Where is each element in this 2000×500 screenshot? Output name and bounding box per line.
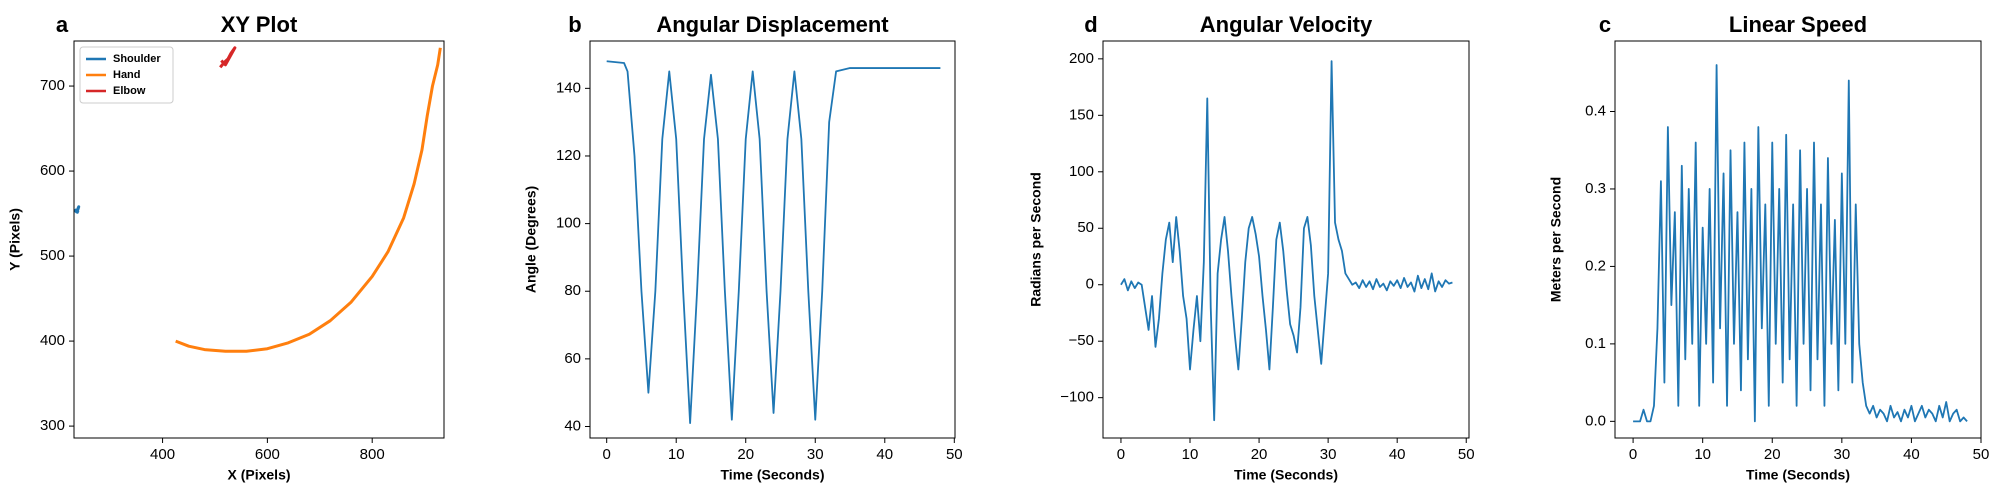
x-tick-label: 0	[1117, 446, 1125, 463]
y-tick-label: 0	[1086, 276, 1094, 293]
y-tick-label: 100	[556, 215, 581, 232]
subplot: b Angular Displacement Time (Seconds) Angle…	[523, 12, 963, 483]
subplot: c Linear Speed Time (Seconds) Meters per Se…	[1548, 12, 1990, 483]
x-tick-label: 50	[946, 446, 963, 463]
series-line	[175, 47, 442, 353]
x-tick-label: 10	[1694, 446, 1711, 463]
y-tick-label: 60	[564, 350, 581, 367]
panel-label: b	[568, 12, 581, 37]
subplot: d Angular Velocity Time (Seconds) Radians p…	[1028, 12, 1475, 483]
chart-title: XY Plot	[221, 12, 298, 37]
x-tick-label: 20	[1764, 446, 1781, 463]
x-axis-label: Time (Seconds)	[1234, 467, 1338, 483]
y-tick-label: 80	[564, 282, 581, 299]
x-tick-label: 800	[360, 446, 385, 463]
x-tick-label: 600	[255, 446, 280, 463]
y-tick-label: 0.2	[1585, 257, 1606, 274]
x-tick-label: 10	[1182, 446, 1199, 463]
x-tick-label: 40	[1903, 446, 1920, 463]
y-tick-label: −100	[1060, 389, 1094, 406]
series-line	[1120, 60, 1453, 422]
legend-label: Shoulder	[113, 53, 161, 65]
y-tick-label: 600	[40, 162, 65, 179]
series-line	[74, 205, 81, 215]
y-tick-label: 0.1	[1585, 335, 1606, 352]
series-line	[219, 46, 237, 69]
y-tick-label: −50	[1069, 332, 1094, 349]
chart-title: Angular Displacement	[656, 12, 889, 37]
panel-label: d	[1084, 12, 1097, 37]
axes-frame	[1614, 40, 1982, 439]
y-tick-label: 150	[1069, 106, 1094, 123]
y-tick-label: 0.3	[1585, 180, 1606, 197]
y-tick-label: 0.4	[1585, 102, 1606, 119]
y-tick-label: 40	[564, 417, 581, 434]
y-tick-label: 50	[1077, 219, 1094, 236]
axes-frame	[589, 40, 956, 439]
x-tick-label: 20	[737, 446, 754, 463]
axes-frame	[73, 40, 445, 439]
y-axis-label: Meters per Second	[1548, 177, 1564, 302]
y-axis-label: Y (Pixels)	[7, 208, 23, 271]
y-axis-label: Radians per Second	[1028, 172, 1044, 307]
x-tick-label: 30	[1833, 446, 1850, 463]
x-tick-label: 50	[1973, 446, 1990, 463]
x-tick-label: 0	[603, 446, 611, 463]
x-axis-label: Time (Seconds)	[721, 467, 825, 483]
x-tick-label: 30	[807, 446, 824, 463]
axes-frame	[1102, 40, 1470, 439]
series-line	[1633, 64, 1968, 423]
y-tick-label: 500	[40, 247, 65, 264]
x-tick-label: 0	[1629, 446, 1637, 463]
series-line	[606, 60, 941, 425]
chart-title: Linear Speed	[1729, 12, 1867, 37]
y-tick-label: 140	[556, 79, 581, 96]
y-tick-label: 400	[40, 332, 65, 349]
x-axis-label: Time (Seconds)	[1746, 467, 1850, 483]
y-axis-label: Angle (Degrees)	[523, 186, 539, 293]
x-tick-label: 40	[1389, 446, 1406, 463]
x-axis-label: X (Pixels)	[227, 467, 290, 483]
subplot: a XY Plot X (Pixels) Y (Pixels) 400 600 800 300…	[7, 12, 445, 483]
legend-label: Elbow	[113, 85, 146, 97]
x-tick-label: 40	[876, 446, 893, 463]
y-tick-label: 300	[40, 417, 65, 434]
x-tick-label: 10	[668, 446, 685, 463]
y-tick-label: 0.0	[1585, 412, 1606, 429]
x-tick-label: 400	[150, 446, 175, 463]
y-tick-label: 200	[1069, 50, 1094, 67]
legend-label: Hand	[113, 69, 141, 81]
y-tick-label: 120	[556, 147, 581, 164]
panel-label: c	[1599, 12, 1611, 37]
y-tick-label: 700	[40, 77, 65, 94]
x-tick-label: 20	[1251, 446, 1268, 463]
panel-label: a	[56, 12, 69, 37]
x-tick-label: 30	[1320, 446, 1337, 463]
x-tick-label: 50	[1458, 446, 1475, 463]
y-tick-label: 100	[1069, 163, 1094, 180]
legend-box	[79, 46, 174, 104]
chart-title: Angular Velocity	[1200, 12, 1373, 37]
